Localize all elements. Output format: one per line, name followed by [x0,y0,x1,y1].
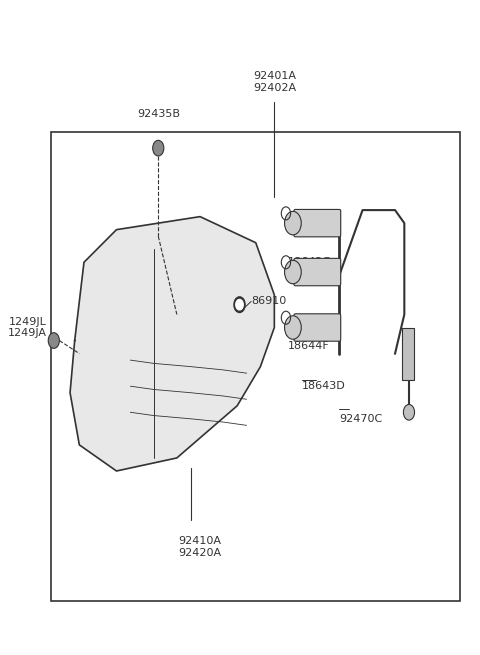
Text: 92435B: 92435B [137,109,180,119]
Circle shape [236,299,243,310]
Circle shape [285,212,301,235]
Circle shape [285,260,301,284]
Circle shape [48,333,60,348]
FancyBboxPatch shape [294,210,341,237]
Polygon shape [70,217,275,471]
Text: 18642G: 18642G [298,212,342,221]
Text: 92470C: 92470C [339,414,383,424]
FancyBboxPatch shape [294,314,341,341]
Text: 18642G: 18642G [288,257,332,267]
Circle shape [285,316,301,339]
Circle shape [403,404,415,420]
Circle shape [234,297,245,312]
Text: 86910: 86910 [251,297,287,307]
Text: 18644D
18644F: 18644D 18644F [288,329,332,351]
Text: 92410A
92420A: 92410A 92420A [179,536,222,558]
Text: 92401A
92402A: 92401A 92402A [253,71,296,93]
Circle shape [153,140,164,156]
Bar [402,328,414,380]
Bar [51,132,460,601]
Text: 18643D: 18643D [302,381,346,391]
Text: 1249JL
1249JA: 1249JL 1249JA [8,317,47,338]
FancyBboxPatch shape [294,258,341,286]
